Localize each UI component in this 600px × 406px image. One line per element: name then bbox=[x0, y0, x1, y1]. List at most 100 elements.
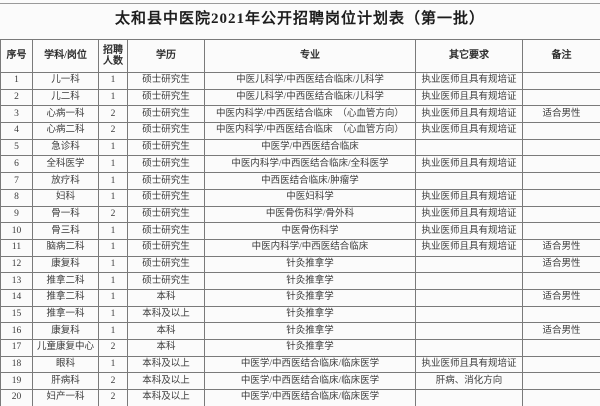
cell-count: 1 bbox=[98, 255, 128, 274]
cell-requirements: 执业医师且具有规培证 bbox=[415, 238, 523, 257]
cell-serial: 6 bbox=[0, 155, 33, 174]
cell-serial: 15 bbox=[0, 305, 33, 324]
table-row: 3 心病一科 2 硕士研究生 中医内科学/中西医结合临床 （心血管方向） 执业医师且具有规… bbox=[0, 105, 600, 124]
cell-major: 针灸推拿学 bbox=[204, 305, 416, 324]
cell-serial: 18 bbox=[0, 355, 33, 374]
table-row: 16 康复科 1 本科 针灸推拿学 适合男性 bbox=[0, 322, 600, 340]
cell-count: 1 bbox=[98, 305, 128, 324]
cell-major: 针灸推拿学 bbox=[204, 272, 416, 290]
table-row: 2 儿二科 1 硕士研究生 中医儿科学/中西医结合临床/儿科学 执业医师且具有规培证 bbox=[0, 88, 600, 107]
cell-count: 1 bbox=[98, 138, 128, 157]
cell-notes: 适合男性 bbox=[522, 288, 600, 307]
cell-count: 2 bbox=[98, 122, 128, 140]
cell-serial: 14 bbox=[0, 288, 33, 307]
cell-requirements bbox=[415, 138, 523, 157]
cell-requirements: 执业医师且具有规培证 bbox=[415, 105, 523, 124]
cell-major: 针灸推拿学 bbox=[204, 339, 416, 357]
cell-count: 1 bbox=[98, 322, 128, 340]
cell-notes bbox=[522, 72, 600, 90]
cell-count: 1 bbox=[98, 355, 128, 374]
cell-notes bbox=[522, 155, 600, 174]
cell-count: 1 bbox=[98, 272, 128, 290]
header-row: 序号 学科/岗位 招聘人数 学历 专业 其它要求 备注 bbox=[0, 39, 600, 73]
cell-education: 硕士研究生 bbox=[127, 255, 205, 274]
cell-education: 本科及以上 bbox=[127, 389, 205, 406]
cell-requirements bbox=[415, 272, 523, 290]
cell-major: 中医内科学/中西医结合临床 （心血管方向） bbox=[204, 122, 416, 140]
cell-department: 儿二科 bbox=[32, 88, 99, 107]
cell-department: 康复科 bbox=[32, 322, 99, 340]
cell-notes bbox=[522, 172, 600, 190]
cell-major: 中医儿科学/中西医结合临床/儿科学 bbox=[204, 88, 416, 107]
column-header-major: 专业 bbox=[204, 39, 416, 73]
table-row: 20 妇产一科 2 本科及以上 中医学/中西医结合临床/临床医学 bbox=[0, 389, 600, 406]
cell-education: 硕士研究生 bbox=[127, 238, 205, 257]
table-row: 19 肝病科 2 本科及以上 中医学/中西医结合临床/临床医学 肝病、消化方向 bbox=[0, 372, 600, 391]
cell-department: 急诊科 bbox=[32, 138, 99, 157]
cell-serial: 19 bbox=[0, 372, 33, 391]
cell-serial: 12 bbox=[0, 255, 33, 274]
cell-notes bbox=[522, 372, 600, 391]
cell-department: 推拿二科 bbox=[32, 288, 99, 307]
cell-department: 骨三科 bbox=[32, 222, 99, 240]
recruitment-table: 序号 学科/岗位 招聘人数 学历 专业 其它要求 备注 1 儿一科 1 硕士研究生 中医儿科学/中西… bbox=[0, 39, 600, 406]
cell-requirements bbox=[415, 288, 523, 307]
cell-department: 骨一科 bbox=[32, 205, 99, 224]
cell-education: 硕士研究生 bbox=[127, 72, 205, 90]
cell-notes bbox=[522, 88, 600, 107]
cell-department: 心病一科 bbox=[32, 105, 99, 124]
cell-education: 硕士研究生 bbox=[127, 122, 205, 140]
cell-major: 中医学/中西医结合临床/临床医学 bbox=[204, 372, 416, 391]
cell-major: 中医骨伤科学/骨外科 bbox=[204, 205, 416, 224]
table-row: 13 推拿二科 1 硕士研究生 针灸推拿学 bbox=[0, 272, 600, 290]
cell-major: 针灸推拿学 bbox=[204, 255, 416, 274]
cell-count: 2 bbox=[98, 205, 128, 224]
table-row: 17 儿童康复中心 2 本科 针灸推拿学 bbox=[0, 339, 600, 357]
cell-department: 儿一科 bbox=[32, 72, 99, 90]
cell-major: 中医内科学/中西医结合临床/全科医学 bbox=[204, 155, 416, 174]
cell-education: 本科及以上 bbox=[127, 305, 205, 324]
cell-notes bbox=[522, 205, 600, 224]
table-row: 14 推拿二科 1 本科 针灸推拿学 适合男性 bbox=[0, 288, 600, 307]
cell-education: 硕士研究生 bbox=[127, 188, 205, 207]
table-body: 1 儿一科 1 硕士研究生 中医儿科学/中西医结合临床/儿科学 执业医师且具有规培证 2 儿二… bbox=[0, 72, 600, 406]
cell-notes: 适合男性 bbox=[522, 255, 600, 274]
cell-requirements: 执业医师且具有规培证 bbox=[415, 205, 523, 224]
cell-major: 中医学/中西医结合临床 bbox=[204, 138, 416, 157]
cell-requirements bbox=[415, 255, 523, 274]
cell-education: 硕士研究生 bbox=[127, 205, 205, 224]
column-header-notes: 备注 bbox=[522, 39, 600, 73]
cell-requirements: 执业医师且具有规培证 bbox=[415, 155, 523, 174]
cell-count: 2 bbox=[98, 339, 128, 357]
cell-education: 硕士研究生 bbox=[127, 105, 205, 124]
cell-serial: 20 bbox=[0, 389, 33, 406]
cell-serial: 11 bbox=[0, 238, 33, 257]
cell-department: 心病二科 bbox=[32, 122, 99, 140]
cell-major: 针灸推拿学 bbox=[204, 322, 416, 340]
cell-notes: 适合男性 bbox=[522, 322, 600, 340]
cell-department: 肝病科 bbox=[32, 372, 99, 391]
cell-serial: 7 bbox=[0, 172, 33, 190]
cell-requirements: 执业医师且具有规培证 bbox=[415, 122, 523, 140]
cell-notes bbox=[522, 188, 600, 207]
cell-major: 中西医结合临床/肿瘤学 bbox=[204, 172, 416, 190]
cell-serial: 1 bbox=[0, 72, 33, 90]
cell-education: 本科 bbox=[127, 322, 205, 340]
column-header-requirements: 其它要求 bbox=[415, 39, 523, 73]
cell-department: 放疗科 bbox=[32, 172, 99, 190]
cell-major: 中医妇科学 bbox=[204, 188, 416, 207]
cell-notes bbox=[522, 389, 600, 406]
cell-count: 2 bbox=[98, 372, 128, 391]
cell-department: 儿童康复中心 bbox=[32, 339, 99, 357]
cell-education: 硕士研究生 bbox=[127, 155, 205, 174]
cell-major: 中医内科学/中西医结合临床 bbox=[204, 238, 416, 257]
cell-count: 2 bbox=[98, 105, 128, 124]
cell-education: 本科及以上 bbox=[127, 372, 205, 391]
cell-department: 康复科 bbox=[32, 255, 99, 274]
cell-requirements bbox=[415, 322, 523, 340]
cell-serial: 2 bbox=[0, 88, 33, 107]
cell-major: 中医儿科学/中西医结合临床/儿科学 bbox=[204, 72, 416, 90]
cell-education: 硕士研究生 bbox=[127, 138, 205, 157]
column-header-education: 学历 bbox=[127, 39, 205, 73]
cell-major: 针灸推拿学 bbox=[204, 288, 416, 307]
